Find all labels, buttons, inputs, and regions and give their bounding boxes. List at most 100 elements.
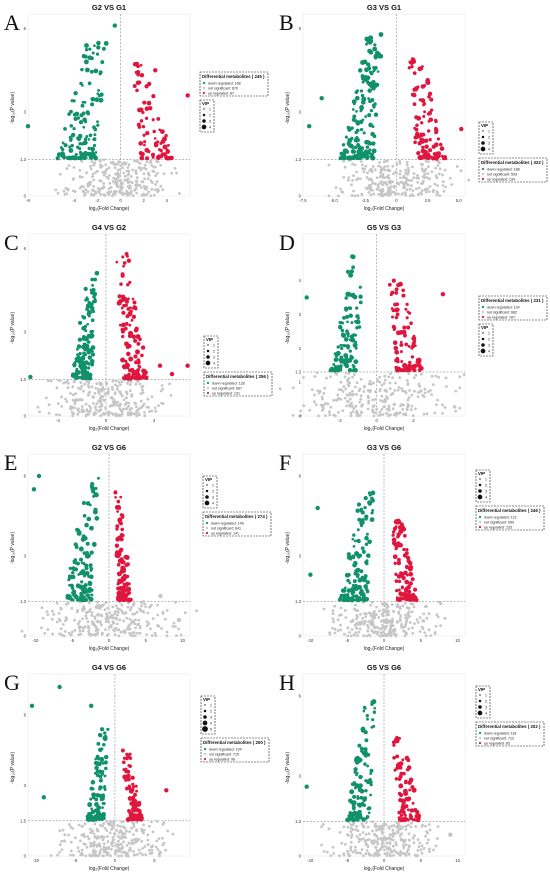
data-point-up	[401, 293, 406, 298]
data-point-ns	[129, 175, 133, 178]
data-point-ns	[20, 629, 24, 633]
data-point-ns	[347, 372, 351, 375]
vip-size-dot	[201, 124, 207, 130]
data-point-down	[367, 48, 372, 54]
data-point-down	[370, 702, 374, 706]
data-point-ns	[78, 168, 82, 172]
data-point-ns	[97, 842, 101, 846]
y-tick-label: 0	[24, 414, 27, 419]
data-point-ns	[413, 622, 416, 625]
data-point-ns	[116, 404, 120, 407]
legend-swatch-up	[203, 757, 207, 761]
data-point-ns	[389, 634, 393, 638]
data-point-down	[361, 796, 365, 800]
data-point-ns	[121, 850, 124, 854]
data-point-up	[125, 562, 130, 567]
data-point-up	[418, 155, 424, 161]
data-point-ns	[68, 823, 71, 826]
data-point-ns	[70, 410, 74, 414]
data-point-up	[114, 543, 120, 548]
vip-size-label: 3	[485, 489, 487, 493]
data-point-ns	[400, 192, 404, 196]
points-group	[20, 473, 198, 638]
data-point-down	[364, 817, 368, 820]
data-point-ns	[430, 170, 434, 174]
data-point-ns	[133, 401, 137, 405]
data-point-ns	[422, 169, 426, 173]
data-point-ns	[346, 179, 350, 182]
data-point-ns	[353, 194, 357, 198]
data-point-ns	[369, 186, 372, 190]
data-point-down	[88, 563, 93, 567]
data-point-ns	[149, 194, 153, 198]
data-point-ns	[49, 854, 53, 857]
data-point-ns	[139, 399, 143, 403]
data-point-ns	[114, 379, 118, 383]
data-point-ns	[141, 853, 145, 857]
data-point-down	[364, 586, 368, 590]
data-point-down	[342, 156, 347, 161]
data-point-ns	[421, 619, 424, 623]
data-point-down	[352, 794, 357, 799]
data-point-ns	[402, 846, 406, 850]
data-point-down	[83, 101, 87, 104]
data-point-ns	[378, 161, 381, 164]
x-tick-label: 0	[383, 858, 386, 863]
data-point-ns	[404, 843, 408, 847]
data-point-ns	[77, 386, 80, 390]
data-point-ns	[113, 177, 117, 181]
data-point-ns	[375, 187, 379, 191]
data-point-down	[94, 757, 98, 761]
data-point-ns	[400, 622, 404, 626]
data-point-up	[420, 84, 426, 89]
data-point-down	[87, 355, 93, 360]
data-point-ns	[462, 373, 466, 377]
data-point-ns	[102, 158, 106, 162]
data-point-up	[407, 363, 412, 369]
data-point-ns	[420, 851, 424, 855]
vip-size-label: 2	[488, 135, 490, 139]
data-point-ns	[353, 163, 357, 167]
data-point-ns	[381, 400, 385, 403]
data-point-ns	[354, 631, 358, 634]
data-point-ns	[393, 402, 397, 406]
data-point-up	[413, 808, 417, 812]
data-point-down	[91, 350, 94, 353]
data-point-down	[81, 315, 84, 318]
data-point-down	[87, 138, 91, 141]
data-point-ns	[372, 381, 375, 385]
x-axis-label: log₂(Fold Change)	[89, 646, 130, 652]
data-point-ns	[365, 849, 369, 852]
data-point-ns	[382, 824, 385, 828]
data-point-down	[79, 81, 83, 86]
data-point-ns	[101, 395, 105, 399]
data-point-ns	[148, 824, 151, 828]
data-point-up	[120, 273, 125, 278]
data-point-ns	[143, 845, 147, 848]
data-point-up	[402, 325, 407, 330]
data-point-ns	[127, 172, 131, 176]
data-point-ns	[102, 173, 106, 177]
data-point-up	[116, 562, 121, 567]
vip-size-dot	[480, 146, 486, 152]
data-point-ns	[116, 610, 120, 614]
data-point-ns	[359, 377, 363, 381]
differential-legend: Differential metabolites ( 274 )down reg…	[202, 511, 272, 537]
data-point-ns	[411, 602, 415, 606]
data-point-ns	[114, 604, 118, 608]
data-point-ns	[69, 405, 73, 409]
data-point-ns	[101, 838, 105, 842]
data-point-ns	[125, 396, 128, 400]
data-point-down	[89, 569, 93, 572]
data-point-ns	[154, 174, 158, 178]
data-point-ns	[402, 412, 405, 416]
data-point-down	[358, 151, 362, 156]
data-point-ns	[378, 380, 382, 384]
y-tick-label: 3	[299, 110, 302, 115]
data-point-up	[121, 255, 125, 259]
data-point-ns	[99, 414, 102, 418]
data-point-ns	[73, 629, 77, 632]
data-point-ns	[381, 189, 385, 193]
data-point-ns	[342, 159, 345, 163]
data-point-up	[125, 345, 130, 349]
